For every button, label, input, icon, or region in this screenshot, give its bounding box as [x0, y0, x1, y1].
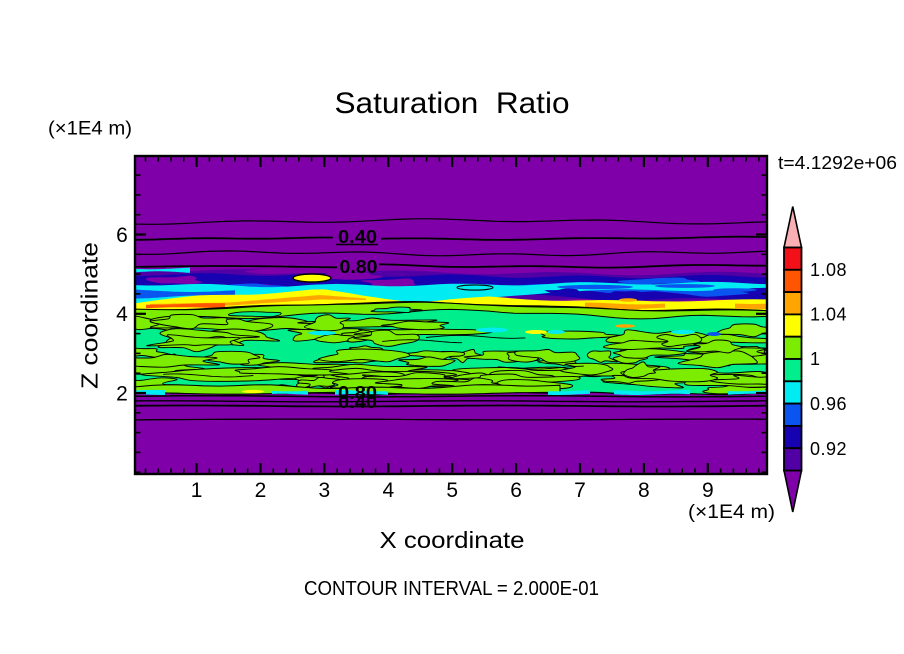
svg-text:8: 8	[638, 479, 650, 502]
svg-text:Z coordinate: Z coordinate	[77, 242, 103, 389]
svg-text:1.08: 1.08	[810, 260, 847, 280]
svg-text:0.40: 0.40	[338, 226, 377, 247]
svg-text:0.80: 0.80	[338, 382, 377, 403]
svg-text:1.04: 1.04	[810, 305, 847, 325]
svg-text:9: 9	[702, 479, 714, 502]
svg-text:Saturation Ratio: Saturation Ratio	[335, 87, 570, 120]
svg-text:1: 1	[191, 479, 203, 502]
svg-text:4: 4	[116, 303, 128, 326]
svg-text:t=4.1292e+06: t=4.1292e+06	[778, 152, 897, 173]
svg-text:1: 1	[810, 349, 821, 369]
svg-text:0.96: 0.96	[810, 394, 847, 414]
svg-text:0.92: 0.92	[810, 439, 847, 459]
svg-text:2: 2	[116, 383, 128, 406]
svg-text:5: 5	[446, 479, 458, 502]
svg-text:X coordinate: X coordinate	[380, 527, 525, 553]
svg-text:0.80: 0.80	[340, 256, 378, 277]
svg-text:3: 3	[319, 479, 331, 502]
svg-text:7: 7	[574, 479, 586, 502]
svg-text:(×1E4 m): (×1E4 m)	[48, 119, 132, 140]
svg-text:CONTOUR INTERVAL = 2.000E-01: CONTOUR INTERVAL = 2.000E-01	[304, 577, 599, 600]
svg-text:6: 6	[510, 479, 522, 502]
svg-text:2: 2	[255, 479, 267, 502]
svg-text:(×1E4 m): (×1E4 m)	[688, 502, 775, 523]
svg-text:0.40: 0.40	[338, 391, 377, 412]
svg-text:6: 6	[116, 224, 128, 247]
svg-text:4: 4	[382, 479, 394, 502]
